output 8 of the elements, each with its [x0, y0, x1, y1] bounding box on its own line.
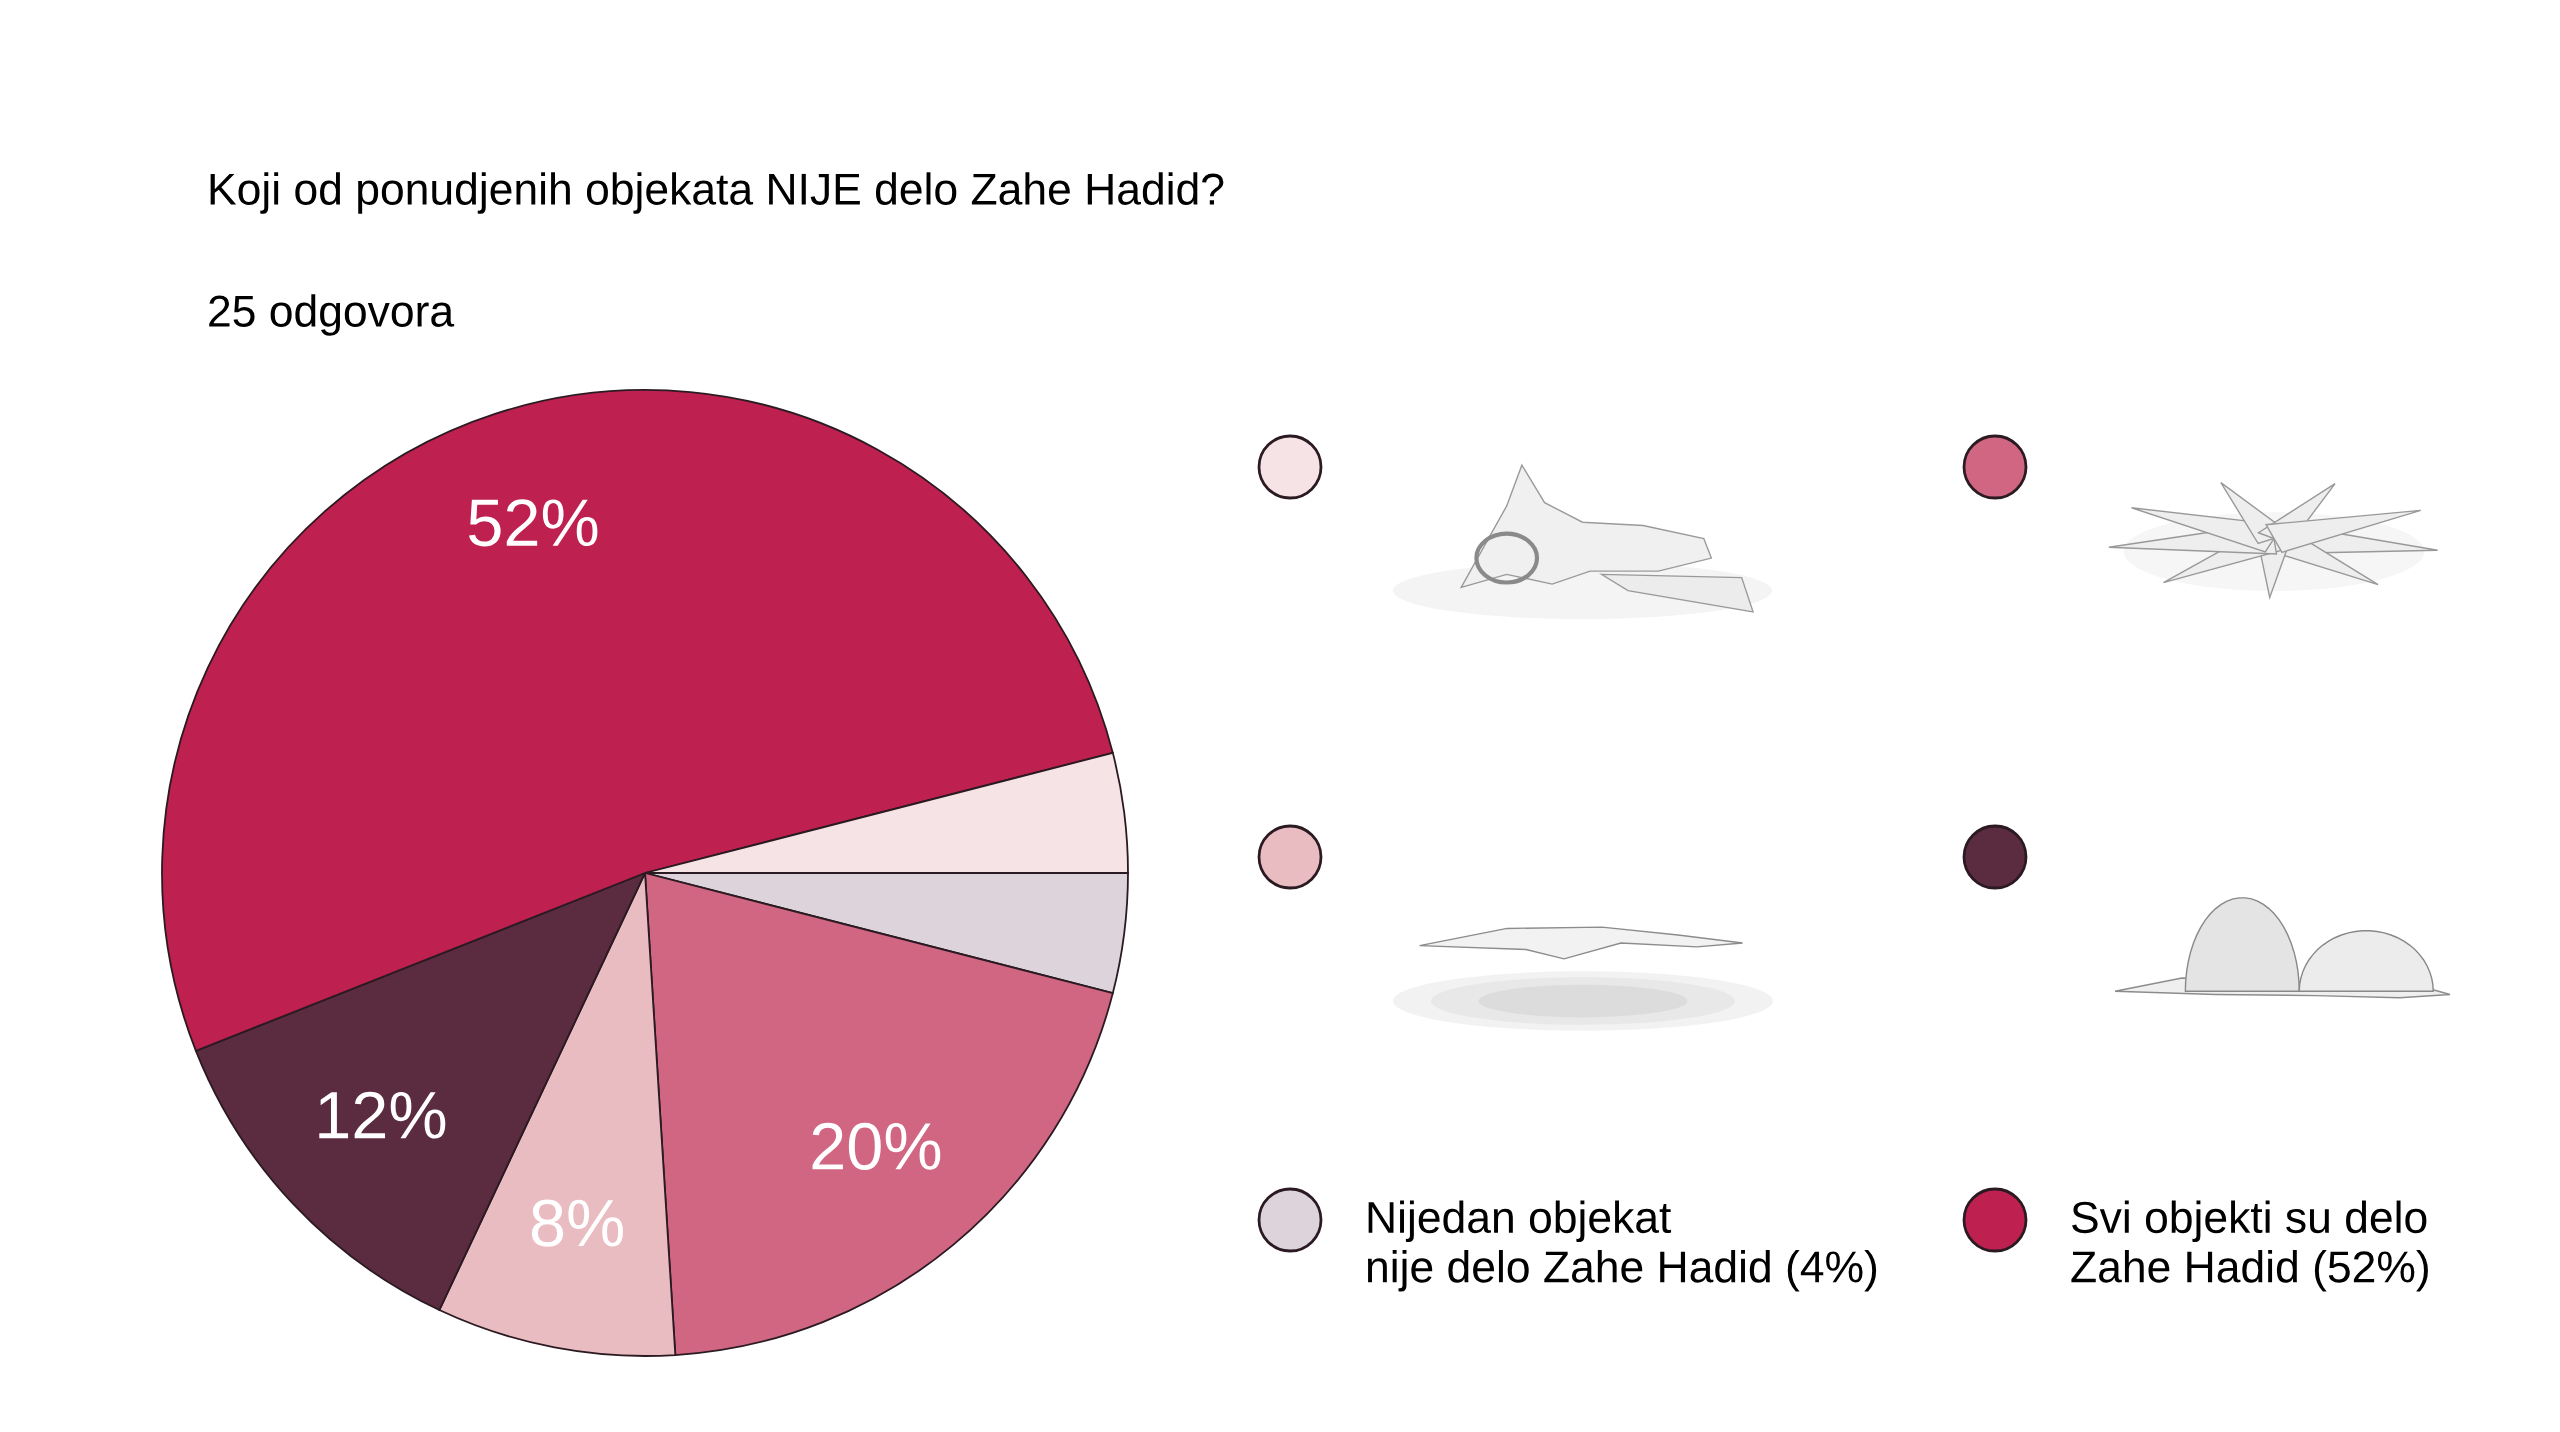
- legend-label: Svi objekti su delo Zahe Hadid (52%): [2071, 1200, 2428, 1292]
- chart-title: Koji od ponudjenih objekata NIJE delo Zahe Hadid?: [210, 172, 1224, 214]
- chart-subtitle: 25 odgovora: [209, 294, 455, 336]
- data-label: 8%: [531, 1199, 623, 1247]
- data-label: 20%: [812, 1122, 941, 1171]
- data-label: 52%: [469, 499, 598, 547]
- legend-label: Nijedan objekat nije delo Zahe Hadid (4%): [1367, 1200, 1877, 1292]
- data-label: 12%: [319, 1091, 446, 1139]
